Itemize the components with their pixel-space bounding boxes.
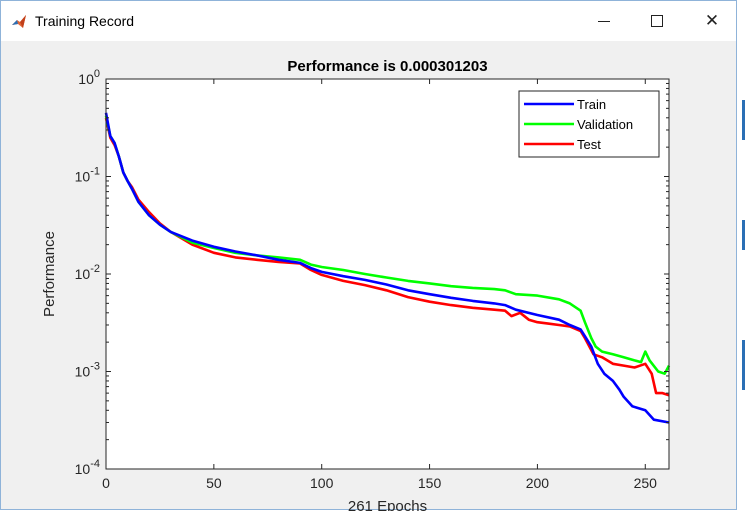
x-axis-label: 261 Epochs — [348, 498, 427, 511]
y-tick-label: 10-1 — [75, 166, 100, 185]
close-button[interactable]: ✕ — [689, 5, 735, 37]
matlab-icon — [12, 15, 26, 28]
series-line-test — [104, 117, 670, 397]
x-tick-label: 150 — [418, 475, 442, 491]
y-tick-label: 10-3 — [75, 361, 100, 380]
x-tick-label: 100 — [310, 475, 334, 491]
window-edge-decoration — [742, 100, 745, 390]
x-tick-label: 200 — [526, 475, 550, 491]
chart-title: Performance is 0.000301203 — [287, 58, 487, 75]
x-tick-label: 0 — [102, 475, 110, 491]
minimize-button[interactable] — [581, 5, 627, 37]
y-axis-label: Performance — [41, 231, 58, 317]
y-tick-label: 100 — [78, 68, 100, 87]
legend-label-train: Train — [577, 97, 606, 112]
performance-chart: Performance is 0.000301203 0 50 100 150 200 2… — [41, 58, 671, 515]
title-bar[interactable]: Training Record ✕ — [1, 1, 736, 41]
y-tick-label: 10-2 — [75, 263, 100, 282]
series-line-train — [104, 112, 670, 424]
tick-layer: 0 50 100 150 200 250 10-4 10-3 10-2 10-1 100 — [75, 68, 669, 491]
maximize-icon — [651, 15, 663, 27]
legend[interactable]: Train Validation Test — [518, 90, 660, 158]
maximize-button[interactable] — [634, 5, 680, 37]
legend-label-test: Test — [577, 137, 601, 152]
x-tick-label: 50 — [206, 475, 222, 491]
y-tick-label: 10-4 — [75, 458, 100, 477]
legend-label-validation: Validation — [577, 117, 633, 132]
x-tick-label: 250 — [634, 475, 658, 491]
close-icon: ✕ — [704, 11, 720, 30]
window-title: Training Record — [35, 13, 135, 29]
minimize-icon — [598, 20, 610, 22]
plot-area: Performance is 0.000301203 0 50 100 150 200 2… — [1, 41, 738, 515]
series-layer — [104, 112, 671, 424]
